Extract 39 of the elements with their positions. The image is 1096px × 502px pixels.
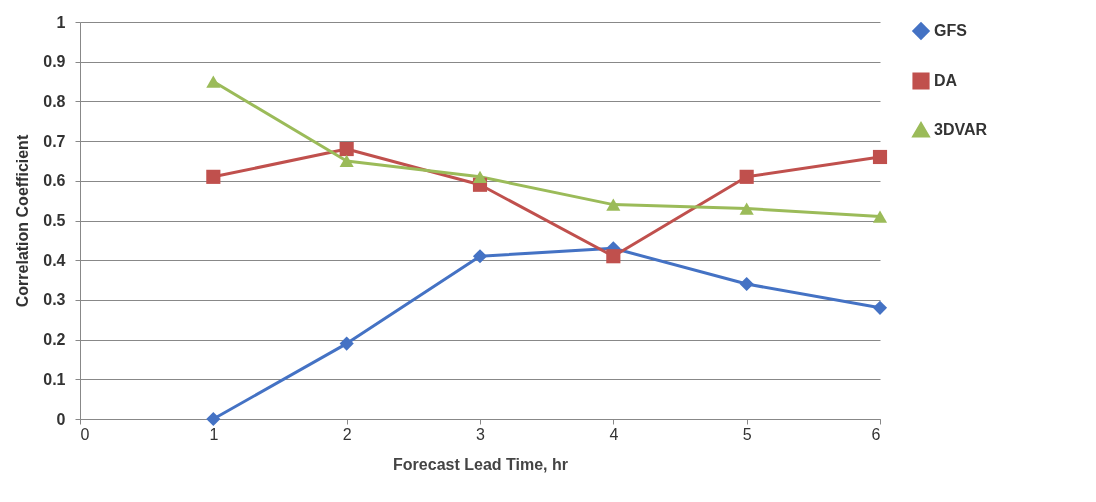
point: [606, 249, 621, 264]
y-tick-label: 0: [56, 410, 66, 428]
y-tick-label: 0.5: [43, 212, 66, 229]
legend-label: 3DVAR: [934, 121, 988, 138]
point: [872, 149, 888, 165]
point: [739, 202, 754, 215]
y-tick-label: 0.2: [43, 331, 66, 349]
point: [472, 170, 488, 183]
x-tick-label: 5: [742, 425, 752, 443]
point: [339, 336, 354, 351]
point: [606, 198, 621, 211]
point: [739, 169, 754, 184]
point: [872, 210, 888, 223]
point: [206, 169, 221, 184]
point: [872, 300, 888, 315]
x-tick-label: 2: [342, 425, 352, 443]
x-tick-label: 3: [476, 425, 486, 443]
point: [739, 276, 754, 292]
y-tick-label: 0.4: [43, 251, 66, 269]
y-axis-title: Correlation Coefficient: [14, 134, 32, 308]
y-tick-label: 0.7: [43, 132, 66, 150]
point: [206, 75, 221, 88]
y-tick-label: 0.9: [43, 53, 66, 71]
x-tick-label: 0: [80, 425, 90, 443]
x-tick-label: 1: [209, 425, 219, 443]
point: [339, 154, 354, 168]
y-tick-label: 0.6: [43, 172, 66, 190]
x-axis-title: Forecast Lead Time, hr: [393, 455, 568, 473]
legend-label: GFS: [934, 22, 968, 39]
point: [339, 141, 354, 157]
y-tick-label: 0.1: [43, 370, 66, 388]
y-tick-label: 1: [56, 13, 66, 31]
y-tick-label: 0.3: [43, 291, 66, 309]
x-tick-label: 4: [609, 425, 619, 443]
x-tick-label: 6: [871, 425, 881, 443]
y-tick-label: 0.8: [43, 92, 66, 110]
legend-label: DA: [934, 72, 958, 89]
point: [206, 411, 221, 427]
point: [472, 249, 488, 264]
